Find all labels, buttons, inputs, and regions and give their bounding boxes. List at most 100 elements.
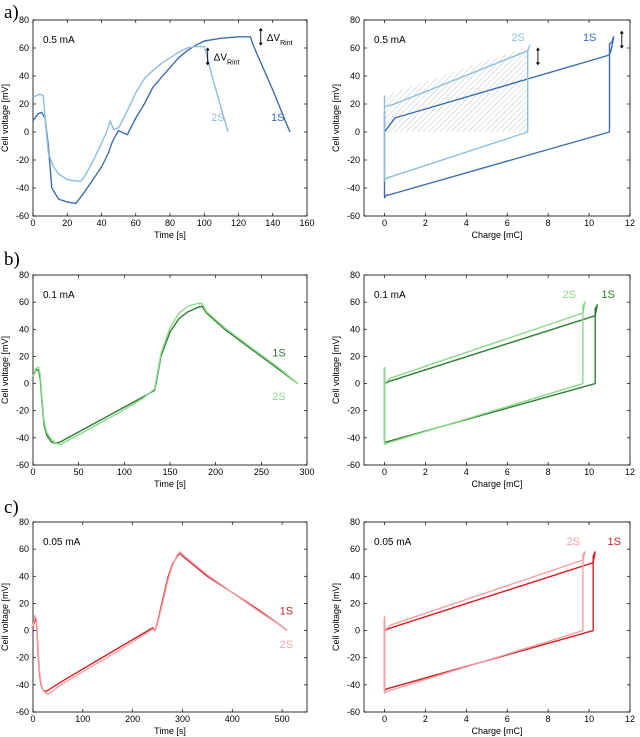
y-tick-label: 0 — [355, 379, 360, 389]
x-tick-label: 6 — [505, 714, 510, 724]
x-tick-label: 12 — [625, 714, 635, 724]
y-tick-label: 60 — [350, 297, 360, 307]
series-label-2S: 2S — [562, 289, 575, 301]
y-tick-label: 60 — [350, 43, 360, 53]
y-tick-label: -60 — [347, 707, 360, 717]
x-tick-label: 2 — [423, 467, 428, 477]
y-tick-label: 60 — [19, 43, 29, 53]
chart-panel-3: 0 2 4 6 8 10 12 -60 -40 -20 0 20 40 60 80 Charge [mC] Ce… — [331, 270, 635, 489]
y-tick-label: 80 — [19, 517, 29, 527]
y-axis-label: Cell voltage [mV] — [331, 84, 341, 152]
y-tick-label: -40 — [16, 183, 29, 193]
x-tick-label: 200 — [125, 714, 140, 724]
series-label-2S: 2S — [272, 391, 285, 403]
y-tick-label: -40 — [16, 680, 29, 690]
y-tick-label: 80 — [350, 15, 360, 25]
x-tick-label: 2 — [423, 218, 428, 228]
series-line-1S — [32, 305, 299, 444]
y-tick-label: 60 — [19, 297, 29, 307]
series-label-1S: 1S — [583, 32, 596, 44]
y-tick-label: 80 — [350, 517, 360, 527]
x-tick-label: 400 — [225, 714, 240, 724]
series-label-1S: 1S — [271, 112, 284, 124]
arrow-head-down — [258, 42, 263, 46]
y-tick-label: -60 — [16, 707, 29, 717]
y-tick-label: -60 — [347, 460, 360, 470]
y-tick-label: 0 — [24, 379, 29, 389]
series-line-2S — [32, 45, 229, 182]
x-tick-label: 10 — [584, 714, 594, 724]
axes-frame — [32, 19, 308, 217]
series-line-1S — [32, 36, 291, 205]
x-tick-label: 0 — [382, 714, 387, 724]
x-axis-label: Time [s] — [154, 726, 186, 736]
series-line-1S — [383, 551, 596, 691]
x-tick-label: 80 — [165, 218, 175, 228]
series-line-2S — [32, 302, 299, 446]
arrow-head-up — [535, 47, 540, 51]
y-tick-label: 40 — [350, 571, 360, 581]
x-tick-label: 12 — [625, 218, 635, 228]
y-tick-label: -40 — [347, 680, 360, 690]
series-line-1S — [383, 36, 615, 199]
current-label: 0.5 mA — [374, 35, 406, 46]
series-line-2S — [383, 44, 531, 182]
x-tick-label: 60 — [131, 218, 141, 228]
y-tick-label: -20 — [16, 406, 29, 416]
current-label: 0.1 mA — [374, 290, 406, 301]
series-label-2S: 2S — [280, 639, 293, 651]
x-tick-label: 50 — [74, 467, 84, 477]
y-axis-label: Cell voltage [mV] — [331, 583, 341, 651]
x-tick-label: 4 — [464, 218, 469, 228]
y-tick-label: 0 — [355, 127, 360, 137]
y-tick-label: 40 — [350, 71, 360, 81]
y-tick-label: -20 — [347, 155, 360, 165]
x-tick-label: 8 — [546, 714, 551, 724]
y-tick-label: 80 — [350, 270, 360, 280]
series-line-2S — [383, 301, 586, 446]
series-label-1S: 1S — [272, 347, 285, 359]
x-tick-label: 8 — [546, 467, 551, 477]
axes-frame — [363, 521, 631, 713]
series-line-2S — [383, 551, 586, 694]
panel-label-c: c) — [4, 497, 19, 518]
y-tick-label: 40 — [19, 324, 29, 334]
series-label-2S: 2S — [567, 536, 580, 548]
arrow-head-down — [619, 45, 624, 49]
x-tick-label: 100 — [117, 467, 132, 477]
y-tick-label: 20 — [350, 351, 360, 361]
x-tick-label: 150 — [162, 467, 177, 477]
chart-panel-2: 0 50 100 150 200 250 300 -60 -40 -20 0 20 40 60 80 Time… — [0, 270, 315, 489]
series-line-1S — [383, 304, 598, 443]
y-tick-label: -60 — [16, 460, 29, 470]
y-tick-label: 80 — [19, 15, 29, 25]
y-tick-label: 40 — [19, 71, 29, 81]
charts-group: 0 20 40 60 80 100 120 140 160-60-40-20020406080T… — [0, 15, 635, 736]
x-tick-label: 40 — [96, 218, 106, 228]
x-tick-label: 0 — [30, 218, 35, 228]
x-tick-label: 4 — [464, 714, 469, 724]
series-label-1S: 1S — [607, 536, 620, 548]
x-axis-label: Time [s] — [154, 230, 186, 240]
current-label: 0.05 mA — [374, 537, 412, 548]
x-tick-label: 120 — [231, 218, 246, 228]
panel-label-b: b) — [4, 249, 20, 270]
y-tick-label: -40 — [16, 433, 29, 443]
series-label-1S: 1S — [601, 289, 614, 301]
y-tick-label: 20 — [19, 598, 29, 608]
y-axis-label: Cell voltage [mV] — [0, 336, 10, 404]
arrow-head-down — [535, 62, 540, 66]
delta-v-rint-label: ΔVRint — [214, 52, 240, 66]
x-tick-label: 0 — [30, 467, 35, 477]
axes-frame — [363, 19, 631, 217]
x-tick-label: 6 — [505, 218, 510, 228]
y-tick-label: 20 — [350, 99, 360, 109]
x-tick-label: 160 — [299, 218, 314, 228]
y-tick-label: -20 — [347, 406, 360, 416]
y-tick-label: 20 — [19, 351, 29, 361]
current-label: 0.05 mA — [43, 537, 81, 548]
x-tick-label: 500 — [275, 714, 290, 724]
y-tick-label: -60 — [347, 211, 360, 221]
x-tick-label: 10 — [584, 467, 594, 477]
y-axis-label: Cell voltage [mV] — [0, 583, 10, 651]
